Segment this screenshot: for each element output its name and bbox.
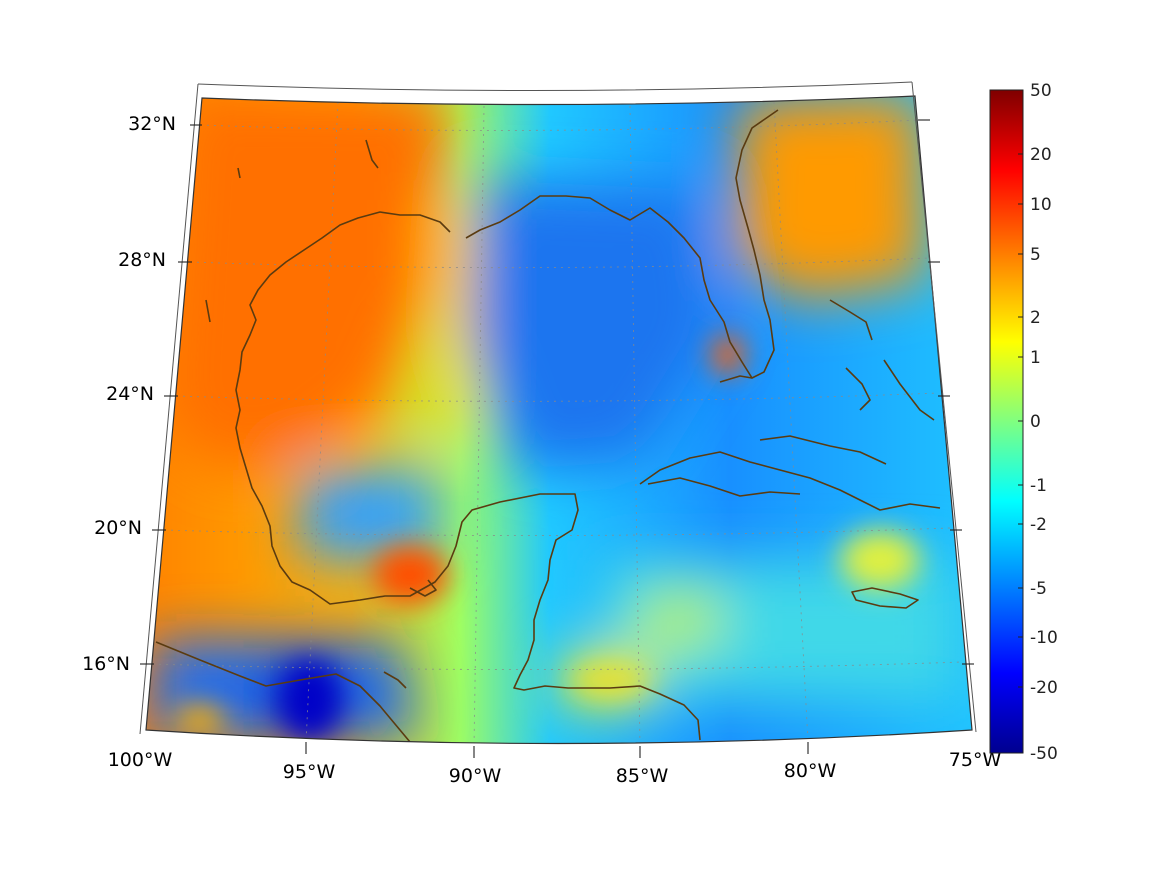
colorbar-tick-neg10: -10 bbox=[1030, 628, 1058, 648]
lon-label-85w: 85°W bbox=[616, 765, 669, 787]
lat-label-32n: 32°N bbox=[128, 113, 176, 135]
colorbar-tick-neg1: -1 bbox=[1030, 476, 1047, 496]
lon-label-75w: 75°W bbox=[949, 749, 1002, 771]
colorbar-tick-50: 50 bbox=[1030, 81, 1052, 101]
colorbar-gradient bbox=[989, 89, 1024, 754]
lat-label-16n: 16°N bbox=[82, 653, 130, 675]
colorbar-tick-1: 1 bbox=[1030, 348, 1041, 368]
colorbar-tick-5: 5 bbox=[1030, 245, 1041, 265]
colorbar-tick-neg5: -5 bbox=[1030, 579, 1047, 599]
tick-marks bbox=[140, 119, 974, 758]
colorbar-tick-2: 2 bbox=[1030, 308, 1041, 328]
lat-label-24n: 24°N bbox=[106, 383, 154, 405]
longitude-labels: 100°W 95°W 90°W 85°W 80°W 75°W bbox=[108, 749, 1002, 787]
colorbar-tick-neg20: -20 bbox=[1030, 678, 1058, 698]
colorbar-tick-neg2: -2 bbox=[1030, 515, 1047, 535]
lon-label-100w: 100°W bbox=[108, 749, 173, 771]
colorbar-tick-0: 0 bbox=[1030, 412, 1041, 432]
lat-label-20n: 20°N bbox=[94, 517, 142, 539]
lon-label-95w: 95°W bbox=[283, 761, 336, 783]
graticule bbox=[151, 101, 963, 744]
colorbar-tick-10: 10 bbox=[1030, 195, 1052, 215]
colorbar-tick-neg50: -50 bbox=[1030, 744, 1058, 764]
map-field bbox=[146, 96, 972, 744]
coastlines bbox=[155, 109, 941, 743]
latitude-labels: 32°N 28°N 24°N 20°N 16°N bbox=[82, 113, 176, 675]
map-frame bbox=[145, 95, 973, 745]
lat-label-28n: 28°N bbox=[118, 249, 166, 271]
lon-label-80w: 80°W bbox=[784, 760, 837, 782]
lon-label-90w: 90°W bbox=[449, 765, 502, 787]
colorbar-tick-20: 20 bbox=[1030, 145, 1052, 165]
colorbar: 50 20 10 5 2 1 0 -1 -2 -5 -10 -20 -50 bbox=[989, 81, 1058, 764]
